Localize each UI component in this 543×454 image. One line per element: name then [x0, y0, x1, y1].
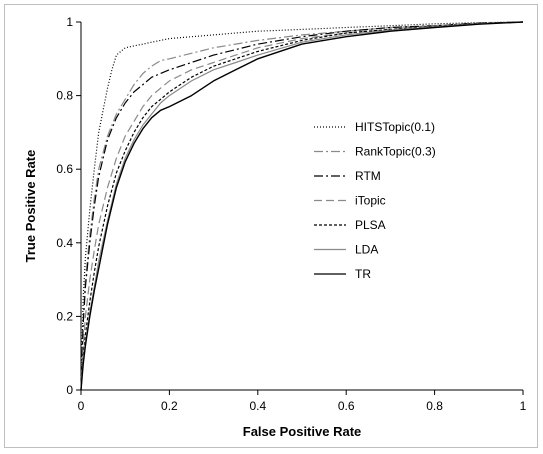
legend-label: RankTopic(0.3): [355, 145, 436, 159]
y-tick-label: 1: [66, 15, 73, 29]
series-line-ranktopic-0-3: [80, 21, 524, 391]
legend: HITSTopic(0.1) RankTopic(0.3) RTM iTopic PLS…: [314, 120, 436, 281]
series-line-itopic: [80, 21, 524, 391]
legend-label: TR: [355, 267, 371, 281]
roc-chart: 0 0.2 0.4 0.6 0.8 1 0 0.2 0.4 0.6 0.8 1 HITSTopic(0…: [23, 15, 527, 439]
series-line-rtm: [80, 21, 524, 391]
y-tick-label: 0.6: [56, 162, 73, 176]
x-tick-label: 0.2: [161, 399, 178, 413]
x-axis-title: False Positive Rate: [243, 424, 362, 439]
y-tick-label: 0: [66, 383, 73, 397]
legend-label: iTopic: [355, 194, 386, 208]
legend-label: RTM: [355, 169, 381, 183]
series-line-lda: [80, 21, 524, 391]
series-line-hitstopic-0-1: [80, 21, 524, 391]
series-line-tr: [80, 21, 524, 391]
series-lines: [80, 21, 524, 391]
legend-label: LDA: [355, 243, 378, 257]
y-tick-label: 0.2: [56, 309, 73, 323]
y-tick-label: 0.4: [56, 236, 73, 250]
legend-label: PLSA: [355, 218, 386, 232]
x-tick-label: 0.6: [338, 399, 355, 413]
x-tick-label: 0.8: [426, 399, 443, 413]
chart-frame: 0 0.2 0.4 0.6 0.8 1 0 0.2 0.4 0.6 0.8 1 HITSTopic(0…: [4, 4, 538, 448]
legend-label: HITSTopic(0.1): [355, 120, 435, 134]
series-line-plsa: [80, 21, 524, 391]
axes: 0 0.2 0.4 0.6 0.8 1 0 0.2 0.4 0.6 0.8 1: [56, 15, 526, 413]
y-axis-title: True Positive Rate: [23, 150, 38, 263]
x-tick-label: 0.4: [249, 399, 266, 413]
x-tick-label: 1: [520, 399, 527, 413]
x-tick-label: 0: [78, 399, 85, 413]
y-tick-label: 0.8: [56, 89, 73, 103]
